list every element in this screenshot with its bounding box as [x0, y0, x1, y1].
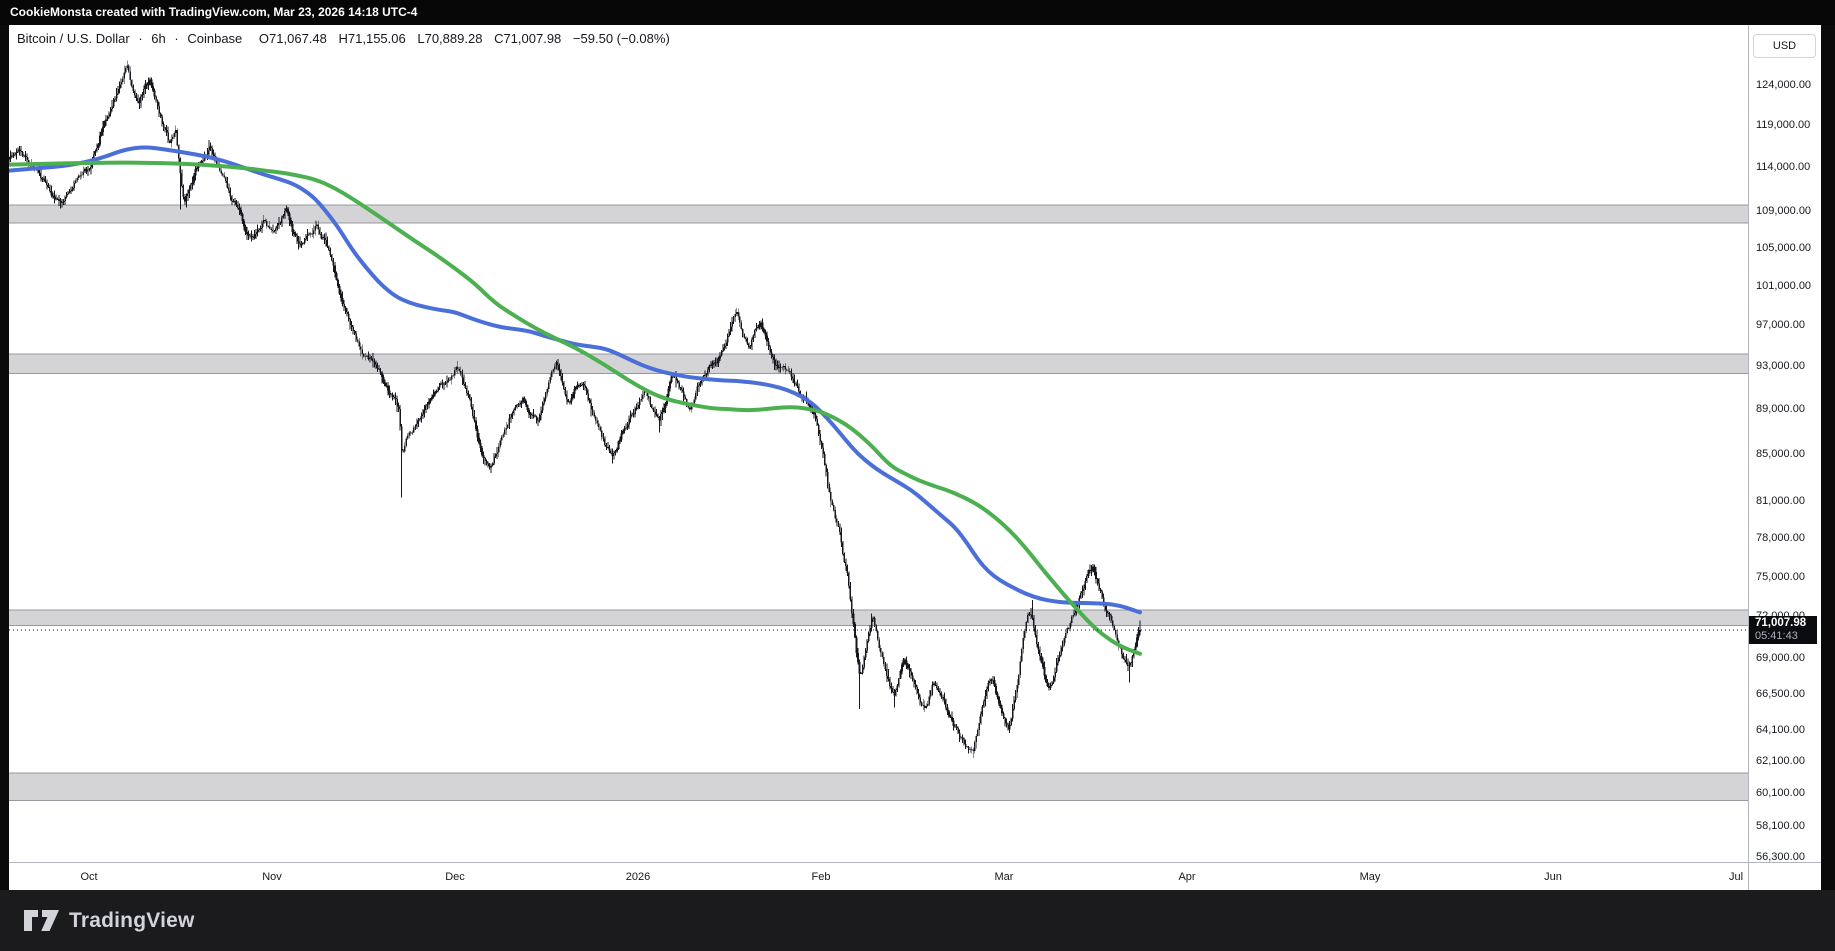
symbol-name[interactable]: Bitcoin / U.S. Dollar — [17, 31, 130, 46]
ohlc-change: −59.50 (−0.08%) — [572, 31, 670, 46]
price-tick-label: 97,000.00 — [1756, 319, 1805, 332]
price-tick-label: 81,000.00 — [1756, 495, 1805, 508]
axis-corner-divider — [1748, 863, 1749, 890]
time-axis-label-jul: Jul — [1728, 870, 1744, 883]
price-tick-label: 114,000.00 — [1756, 161, 1811, 174]
time-axis-label-dec: Dec — [445, 870, 465, 883]
price-tick-label: 105,000.00 — [1756, 241, 1812, 254]
time-axis-label-oct: Oct — [80, 870, 98, 883]
currency-label: USD — [1772, 40, 1797, 52]
bar-countdown: 05:41:43 — [1755, 630, 1798, 642]
price-tick-label: 66,500.00 — [1756, 688, 1805, 701]
price-tick-label: 58,100.00 — [1756, 820, 1805, 833]
price-tick-label: 75,000.00 — [1756, 570, 1805, 583]
price-chart-svg — [9, 60, 1748, 801]
price-chart[interactable] — [9, 25, 1748, 862]
chart-header: Bitcoin / U.S. Dollar · 6h · Coinbase O7… — [17, 31, 670, 46]
time-axis-label-feb: Feb — [811, 870, 831, 883]
time-axis-label-may: May — [1359, 870, 1381, 883]
ohlc-close: C71,007.98 — [494, 31, 562, 46]
price-axis[interactable]: USD 71,007.98 05:41:43 124,000.00 119,000… — [1748, 25, 1821, 863]
price-tick-label: 78,000.00 — [1756, 532, 1805, 545]
ohlc-high: H71,155.06 — [338, 31, 406, 46]
footer-bar: TradingView — [0, 890, 1835, 951]
time-axis-label-jun: Jun — [1544, 870, 1562, 883]
price-tick-label: 101,000.00 — [1756, 279, 1812, 292]
time-axis-label-apr: Apr — [1178, 870, 1196, 883]
ohlc-low: L70,889.28 — [417, 31, 483, 46]
sr-zone — [9, 609, 1748, 626]
price-tick-label: 89,000.00 — [1756, 403, 1805, 416]
sr-zone — [9, 772, 1748, 801]
header-separator: · — [138, 31, 143, 46]
tradingview-logo[interactable]: TradingView — [24, 909, 195, 933]
chart-panel: Bitcoin / U.S. Dollar · 6h · Coinbase O7… — [9, 25, 1821, 890]
price-tick-label: 64,100.00 — [1756, 724, 1805, 736]
time-axis-label-mar: Mar — [994, 870, 1014, 883]
header-separator: · — [174, 31, 179, 46]
time-axis-label-nov: Nov — [262, 870, 282, 883]
time-axis-label-2026: 2026 — [625, 870, 651, 883]
tradingview-icon — [24, 909, 59, 931]
last-price-value: 71,007.98 — [1755, 617, 1807, 629]
tradingview-logo-text: TradingView — [69, 908, 195, 932]
attribution-text: CookieMonsta created with TradingView.co… — [10, 5, 418, 19]
time-axis[interactable]: Oct Nov Dec 2026 Feb Mar Apr May Jun Jul — [9, 862, 1821, 890]
attribution-bar: CookieMonsta created with TradingView.co… — [0, 0, 1835, 25]
price-tick-label: 124,000.00 — [1756, 79, 1812, 91]
ohlc-open: O71,067.48 — [258, 31, 327, 46]
ma-green-line — [9, 160, 1142, 656]
currency-toggle-button[interactable]: USD — [1753, 34, 1816, 58]
sr-zone — [9, 204, 1748, 223]
price-tick-label: 109,000.00 — [1756, 205, 1812, 217]
price-tick-label: 85,000.00 — [1756, 448, 1805, 461]
last-price-tag: 71,007.98 05:41:43 — [1749, 616, 1817, 644]
ma-blue-line — [9, 145, 1142, 615]
price-tick-label: 62,100.00 — [1756, 755, 1805, 767]
sr-zone — [9, 354, 1748, 374]
price-tick-label: 60,100.00 — [1756, 787, 1805, 799]
candlestick-series — [9, 60, 1141, 758]
price-tick-label: 119,000.00 — [1756, 119, 1811, 132]
price-tick-label: 69,000.00 — [1756, 652, 1805, 664]
exchange-label[interactable]: Coinbase — [187, 31, 243, 46]
price-tick-label: 56,300.00 — [1756, 850, 1805, 863]
timeframe-label[interactable]: 6h — [151, 31, 166, 46]
price-tick-label: 93,000.00 — [1756, 360, 1805, 373]
